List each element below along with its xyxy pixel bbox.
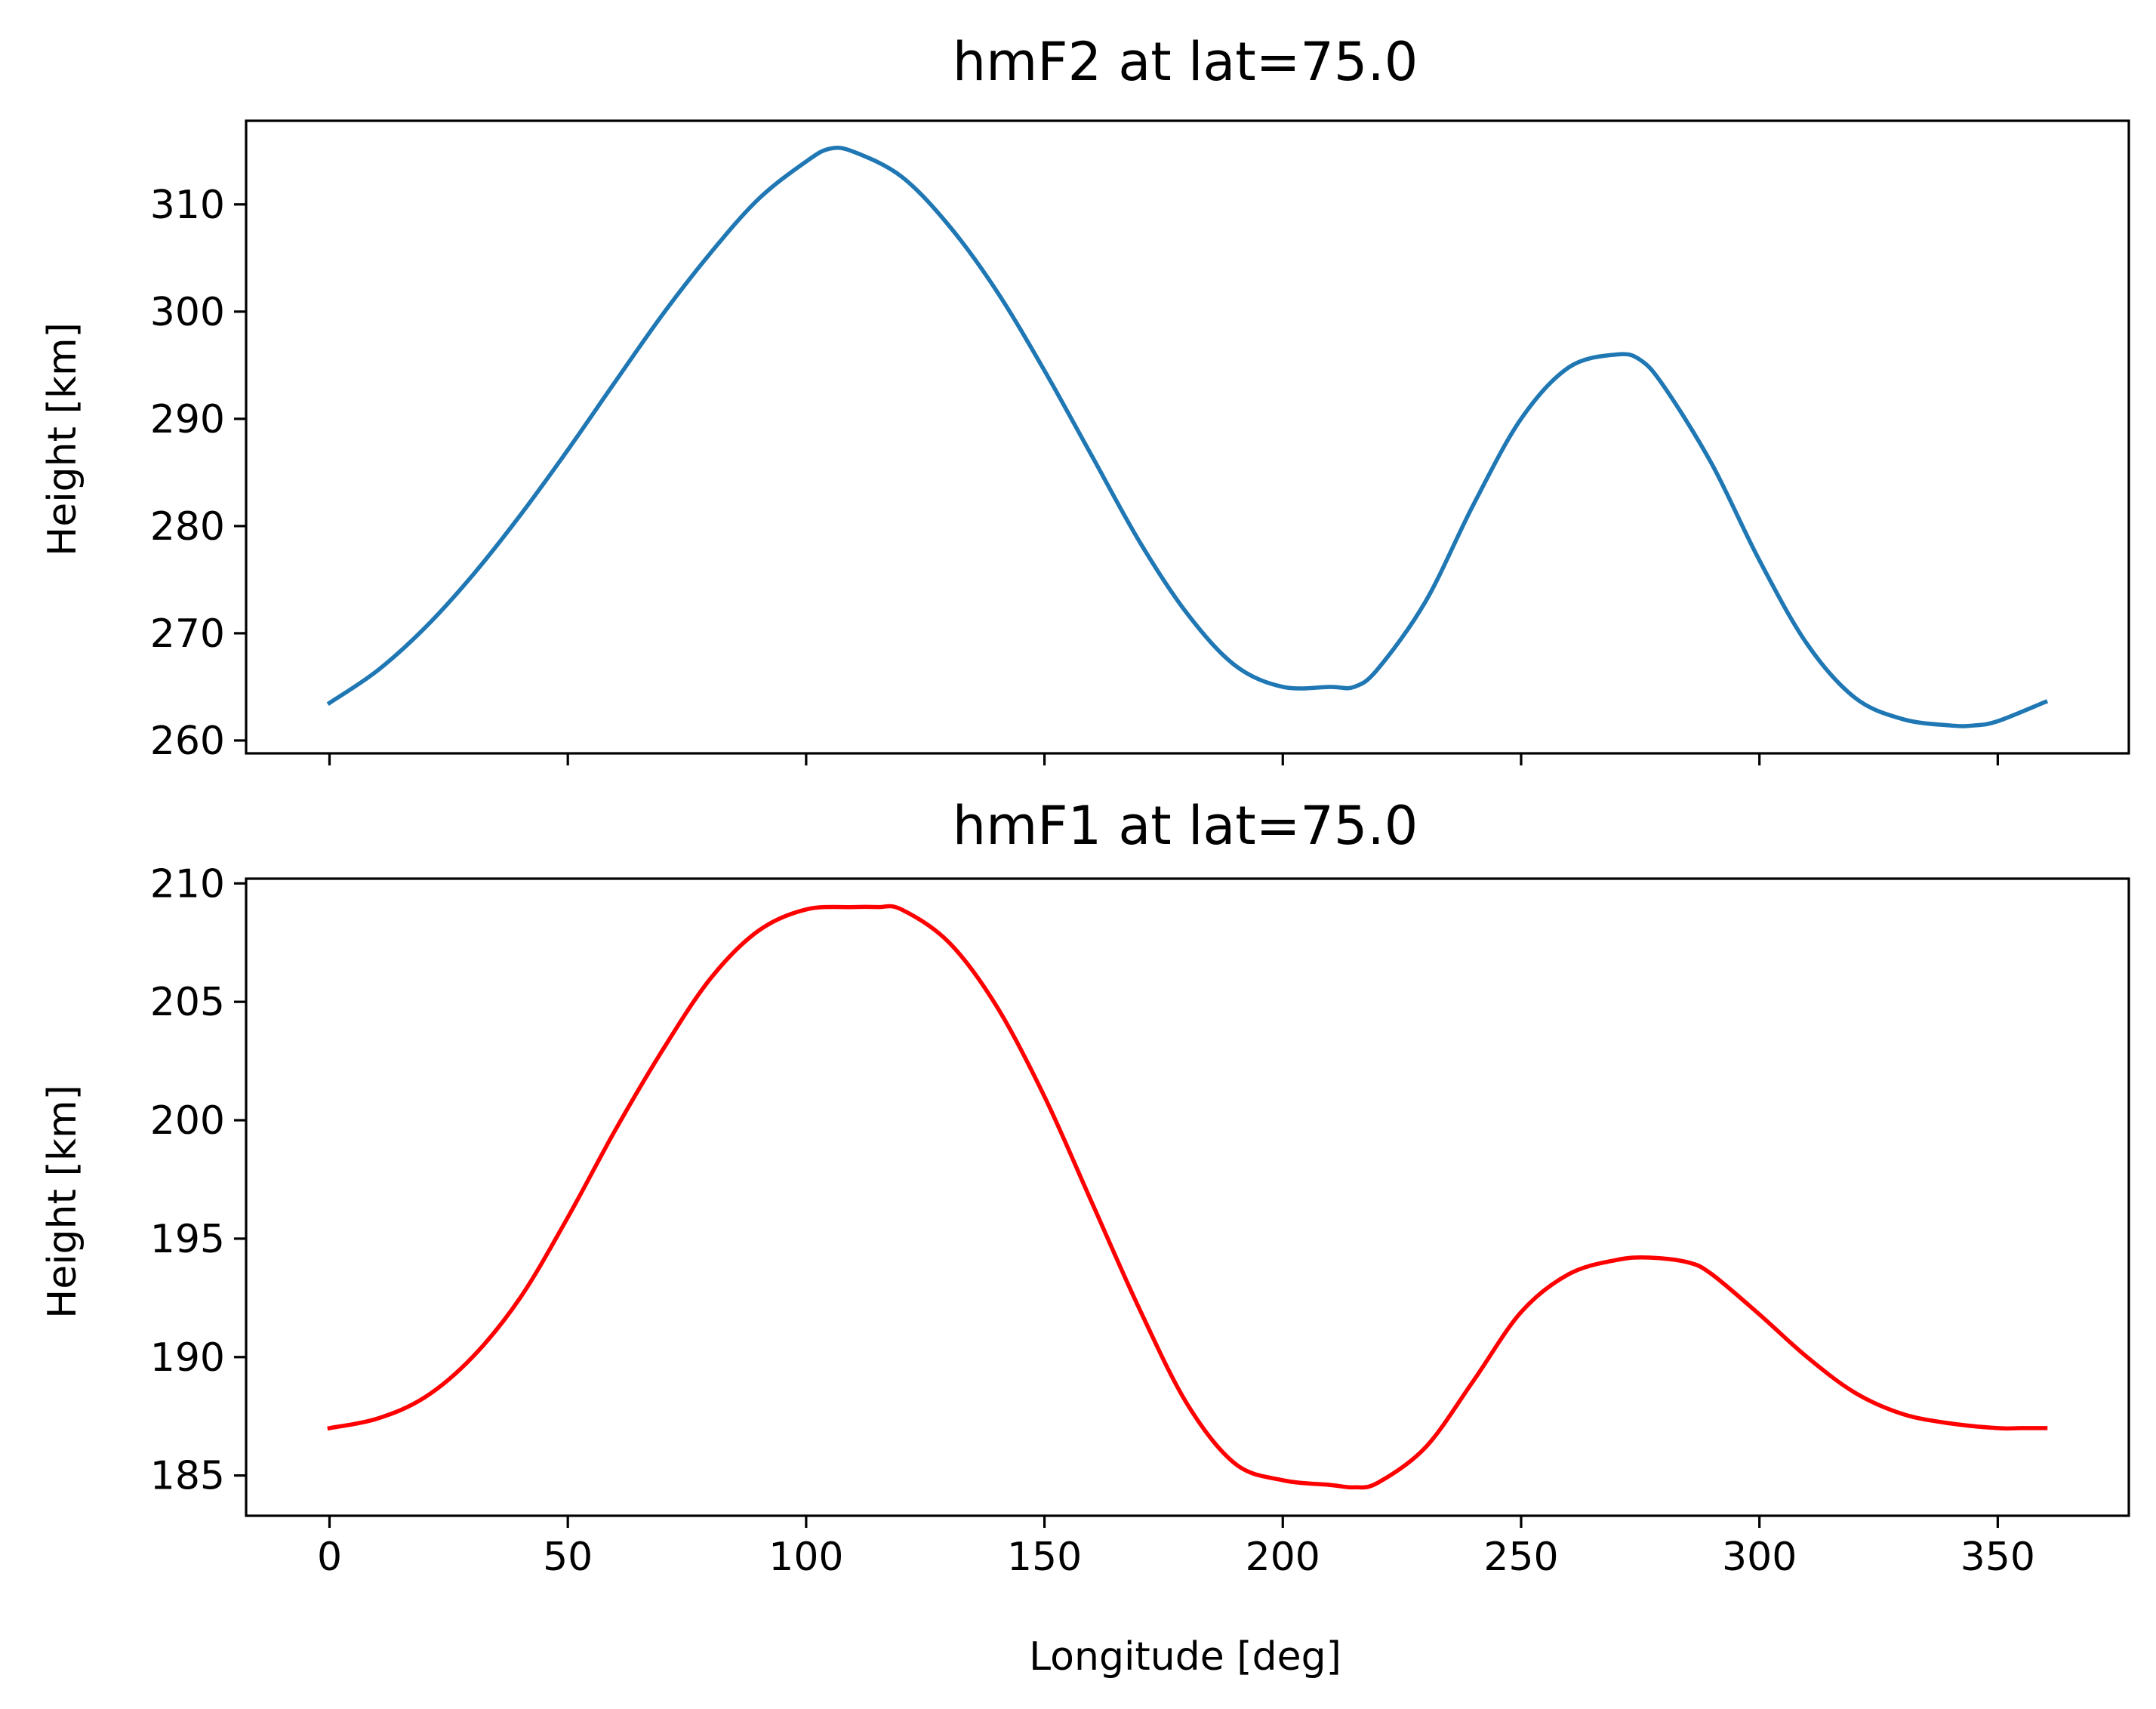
bottom-panel-ylabel: Height [km] <box>40 1085 85 1319</box>
bottom-panel-ytick-label-190: 190 <box>150 1335 225 1381</box>
bottom-panel-ticks: 0 50 100 150 200 250 300 350 185 190 195 200 205 210 <box>150 861 2035 1580</box>
bottom-panel-hmF1: hmF1 at lat=75.0 Height [km] Longitude [… <box>40 795 2130 1680</box>
top-panel-ticks: 260 270 280 290 300 310 <box>150 183 1999 765</box>
hmF2-series-line <box>326 145 2049 728</box>
top-panel-ytick-label-280: 280 <box>150 504 225 550</box>
bottom-panel-ytick-label-185: 185 <box>150 1454 225 1499</box>
bottom-panel-ytick-label-210: 210 <box>150 861 225 907</box>
bottom-panel-xtick-label-300: 300 <box>1722 1535 1797 1580</box>
top-panel-ylabel: Height [km] <box>40 322 85 556</box>
bottom-panel-xtick-label-0: 0 <box>317 1535 342 1580</box>
top-panel-title: hmF2 at lat=75.0 <box>953 31 1418 93</box>
hmF1-series-line <box>327 904 2048 1490</box>
bottom-panel-xtick-label-250: 250 <box>1483 1535 1558 1580</box>
bottom-panel-ytick-label-200: 200 <box>150 1098 225 1144</box>
bottom-panel-xtick-label-350: 350 <box>1960 1535 2035 1580</box>
bottom-panel-xtick-label-150: 150 <box>1007 1535 1082 1580</box>
bottom-panel-xtick-label-200: 200 <box>1246 1535 1320 1580</box>
bottom-panel-xtick-label-50: 50 <box>543 1535 593 1580</box>
bottom-panel-ytick-label-195: 195 <box>150 1217 225 1262</box>
bottom-panel-title: hmF1 at lat=75.0 <box>953 795 1418 857</box>
top-panel-hmF2: hmF2 at lat=75.0 Height [km] 260 270 280 29… <box>40 31 2130 765</box>
top-panel-ytick-label-270: 270 <box>150 611 225 657</box>
bottom-panel-xlabel: Longitude [deg] <box>1029 1634 1341 1680</box>
bottom-panel-frame <box>245 877 2130 1517</box>
top-panel-ytick-label-290: 290 <box>150 397 225 442</box>
bottom-panel-xtick-label-100: 100 <box>768 1535 843 1580</box>
top-panel-ytick-label-260: 260 <box>150 719 225 764</box>
top-panel-frame <box>245 119 2130 755</box>
top-panel-ytick-label-310: 310 <box>150 183 225 228</box>
top-panel-ytick-label-300: 300 <box>150 290 225 335</box>
bottom-panel-ytick-label-205: 205 <box>150 980 225 1025</box>
